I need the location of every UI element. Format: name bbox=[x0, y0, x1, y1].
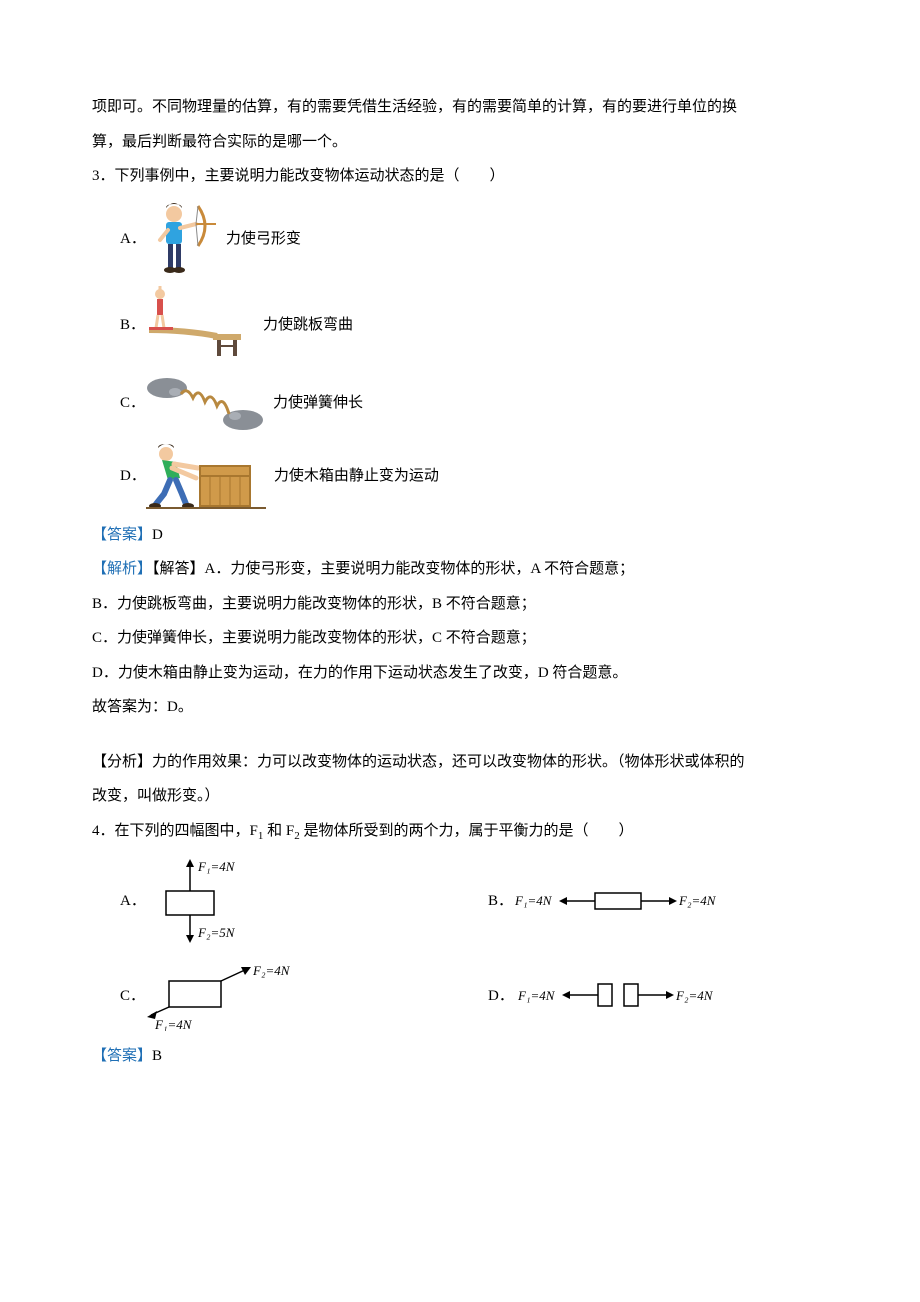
intro-line: 项即可。不同物理量的估算，有的需要凭借生活经验，有的需要简单的计算，有的要进行单… bbox=[92, 90, 828, 125]
spring-hands-icon bbox=[145, 372, 265, 436]
force-diagram-c-icon: F₂=4N F₁=4N bbox=[145, 961, 305, 1031]
option-text: 力使弹簧伸长 bbox=[273, 386, 363, 421]
force-label: F₁=4N bbox=[517, 988, 556, 1003]
stem-text: 4．在下列的四幅图中，F bbox=[92, 823, 258, 839]
q3-analysis-line: 【分析】力的作用效果：力可以改变物体的运动状态，还可以改变物体的形状。（物体形状… bbox=[92, 745, 828, 780]
diving-board-icon bbox=[145, 286, 255, 366]
option-letter: C． bbox=[120, 979, 145, 1014]
answer-value: B bbox=[152, 1048, 162, 1064]
q3-parse-line: B．力使跳板弯曲，主要说明力能改变物体的形状，B 不符合题意； bbox=[92, 587, 828, 622]
q3-option-a: A． 力使弓形变 bbox=[92, 200, 828, 280]
q3-answer: 【答案】D bbox=[92, 518, 828, 553]
q3-option-d: D． 力使木箱由静止变为运动 bbox=[92, 442, 828, 512]
option-letter: D． bbox=[488, 979, 514, 1014]
force-label: F₂=4N bbox=[678, 893, 717, 908]
q3-parse-line: C．力使弹簧伸长，主要说明力能改变物体的形状，C 不符合题意； bbox=[92, 621, 828, 656]
q3-parse-line: D．力使木箱由静止变为运动，在力的作用下运动状态发生了改变，D 符合题意。 bbox=[92, 656, 828, 691]
option-letter: A． bbox=[120, 884, 146, 919]
force-diagram-a-icon: F₁=4N F₂=5N bbox=[146, 855, 266, 947]
q4-option-d: D． F₁=4N F₂=4N bbox=[460, 961, 828, 1031]
option-letter: C． bbox=[120, 386, 145, 421]
q4-option-a: A． F₁=4N F₂=5N bbox=[92, 855, 460, 947]
option-letter: A． bbox=[120, 222, 146, 257]
q3-analysis-line: 改变，叫做形变。） bbox=[92, 779, 828, 814]
force-label: F₂=4N bbox=[252, 963, 291, 978]
option-text: 力使跳板弯曲 bbox=[263, 308, 353, 343]
spacer bbox=[92, 725, 828, 745]
answer-label: 【答案】 bbox=[92, 1048, 152, 1064]
q4-option-b: B． F₁=4N F₂=4N bbox=[460, 855, 828, 947]
push-crate-icon bbox=[146, 442, 266, 512]
force-label: F₂=5N bbox=[197, 925, 236, 940]
option-letter: D． bbox=[120, 459, 146, 494]
q4-option-c: C． F₂=4N F₁=4N bbox=[92, 961, 460, 1031]
force-label: F₁=4N bbox=[154, 1017, 193, 1031]
force-diagram-d-icon: F₁=4N F₂=4N bbox=[514, 974, 724, 1018]
option-letter: B． bbox=[120, 308, 145, 343]
answer-label: 【答案】 bbox=[92, 527, 152, 543]
parse-text: 【解答】A．力使弓形变，主要说明力能改变物体的形状，A 不符合题意； bbox=[152, 561, 634, 577]
stem-text: 是物体所受到的两个力，属于平衡力的是（ ） bbox=[300, 823, 634, 839]
option-text: 力使木箱由静止变为运动 bbox=[274, 459, 439, 494]
parse-label: 【解析】 bbox=[92, 561, 152, 577]
stem-text: 和 F bbox=[263, 823, 294, 839]
intro-line: 算，最后判断最符合实际的是哪一个。 bbox=[92, 125, 828, 160]
q4-answer: 【答案】B bbox=[92, 1039, 828, 1074]
force-diagram-b-icon: F₁=4N F₂=4N bbox=[513, 881, 723, 921]
q4-stem: 4．在下列的四幅图中，F1 和 F2 是物体所受到的两个力，属于平衡力的是（ ） bbox=[92, 814, 828, 849]
q3-parse-final: 故答案为：D。 bbox=[92, 690, 828, 725]
force-label: F₁=4N bbox=[514, 893, 553, 908]
q3-option-c: C． 力使弹簧伸长 bbox=[92, 372, 828, 436]
q3-option-b: B． 力使跳板弯曲 bbox=[92, 286, 828, 366]
force-label: F₂=4N bbox=[675, 988, 714, 1003]
option-text: 力使弓形变 bbox=[226, 222, 301, 257]
answer-value: D bbox=[152, 527, 163, 543]
force-label: F₁=4N bbox=[197, 859, 236, 874]
q3-stem: 3．下列事例中，主要说明力能改变物体运动状态的是（ ） bbox=[92, 159, 828, 194]
archer-icon bbox=[146, 200, 218, 280]
q3-parse-line: 【解析】【解答】A．力使弓形变，主要说明力能改变物体的形状，A 不符合题意； bbox=[92, 552, 828, 587]
option-letter: B． bbox=[488, 884, 513, 919]
